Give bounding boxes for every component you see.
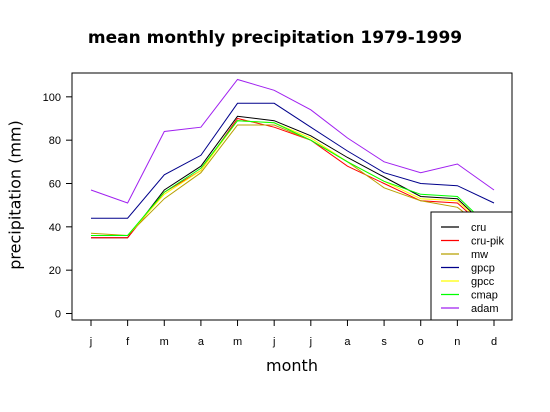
legend-label: mw	[471, 249, 488, 261]
legend-label: gpcp	[471, 263, 495, 275]
y-tick-label: 0	[55, 309, 61, 321]
series-line-adam	[90, 78, 495, 204]
y-axis-label: precipitation (mm)	[5, 120, 25, 270]
x-tick-label: a	[344, 336, 351, 348]
series-line-cru	[91, 115, 495, 239]
x-tick-label: m	[160, 336, 169, 348]
legend-label: cru-pik	[471, 236, 505, 248]
y-tick-label: 100	[43, 92, 61, 104]
x-axis-label: month	[266, 356, 318, 375]
plot-frame	[71, 72, 513, 321]
x-tick-label: s	[381, 336, 387, 348]
legend-label: cmap	[471, 290, 498, 302]
x-tick-label: a	[198, 336, 205, 348]
x-tick-label: j	[309, 336, 312, 348]
chart-title: mean monthly precipitation 1979-1999	[87, 28, 463, 48]
x-tick-label: j	[272, 336, 275, 348]
legend-label: adam	[471, 303, 499, 315]
y-tick-label: 40	[49, 222, 61, 234]
y-tick-label: 80	[49, 135, 61, 147]
x-tick-label: o	[418, 336, 424, 348]
series-line-mw	[90, 124, 495, 237]
x-tick-label: f	[126, 336, 130, 348]
legend-box	[430, 211, 513, 321]
x-tick-label: n	[454, 336, 460, 348]
series-line-gpcc	[91, 120, 495, 236]
series-line-cmap	[91, 120, 495, 236]
x-tick-label: d	[491, 336, 497, 348]
x-tick-label: j	[89, 336, 92, 348]
y-tick-label: 60	[49, 179, 61, 191]
legend-label: gpcc	[471, 276, 495, 288]
series-line-gpcp	[91, 102, 495, 219]
x-tick-label: m	[233, 336, 242, 348]
legend-label: cru	[471, 222, 486, 234]
y-tick-label: 20	[49, 265, 61, 277]
